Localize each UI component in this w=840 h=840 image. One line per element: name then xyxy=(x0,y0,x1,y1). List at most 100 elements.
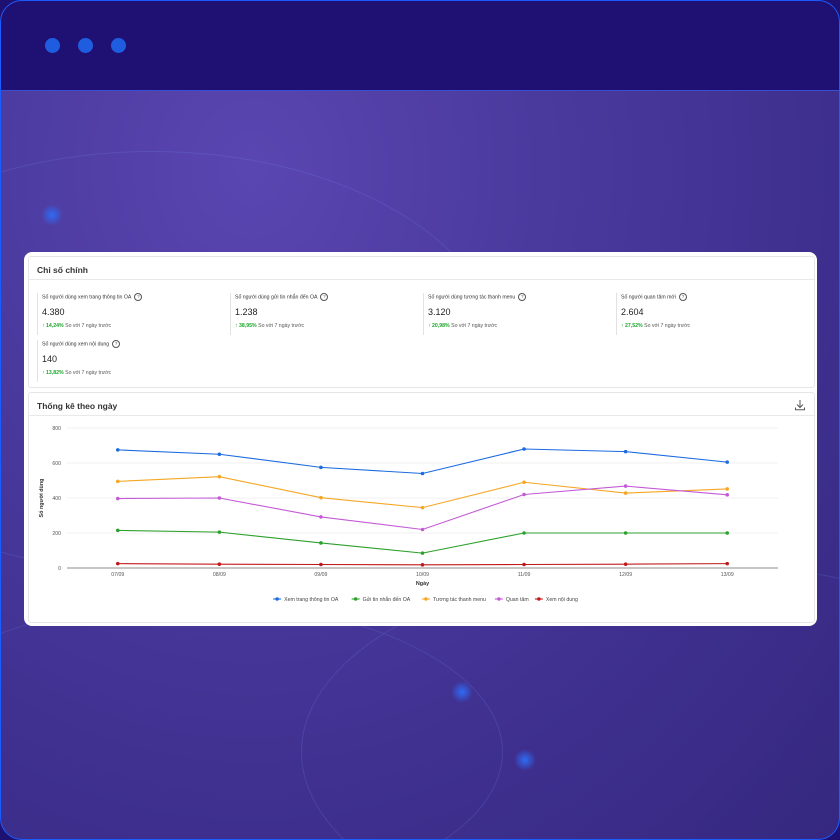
data-point xyxy=(420,563,425,567)
series-line xyxy=(117,476,728,509)
metric-compare: So với 7 ngày trước xyxy=(65,323,112,329)
y-tick-label: 0 xyxy=(58,566,61,572)
divider xyxy=(29,279,814,280)
background-glow xyxy=(514,749,536,771)
data-point xyxy=(217,452,222,457)
y-tick-label: 400 xyxy=(52,496,61,502)
data-point xyxy=(319,541,323,545)
help-icon[interactable]: ? xyxy=(678,293,687,301)
metric-change: 13,82% xyxy=(46,370,64,376)
metric-value: 1.238 xyxy=(235,307,258,317)
legend-marker xyxy=(424,597,428,601)
metric-card: Số người dùng gửi tin nhắn đến OA? 1.238… xyxy=(230,293,420,335)
metric-card: Số người quan tâm mới? 2.604 ↑ 27,52% So… xyxy=(616,293,806,335)
metric-card: Số người dùng tương tác thanh menu? 3.12… xyxy=(423,293,613,335)
metric-card: Số người dùng xem trang thông tin OA? 4.… xyxy=(37,293,227,335)
metric-change: 20,98% xyxy=(432,323,450,329)
data-point xyxy=(420,505,425,510)
download-icon[interactable] xyxy=(794,399,806,411)
line-chart: 0 200 400 600 800 07/09 08/09 09/09 10/09 11/09 12… xyxy=(38,426,778,603)
data-point xyxy=(623,562,628,566)
arrow-up-icon: ↑ xyxy=(235,323,238,329)
data-point xyxy=(319,562,323,567)
metric-change: 27,52% xyxy=(625,323,643,329)
legend-marker xyxy=(353,597,358,601)
data-point xyxy=(319,465,323,470)
data-point xyxy=(420,551,425,555)
data-point xyxy=(725,493,730,497)
data-point xyxy=(623,531,628,535)
x-tick-label: 07/09 xyxy=(111,572,124,578)
data-point xyxy=(725,531,730,535)
data-point xyxy=(115,479,120,484)
arrow-up-icon: ↑ xyxy=(42,323,45,329)
window-control-dot[interactable] xyxy=(111,38,126,53)
data-point xyxy=(217,496,222,500)
legend-label: Xem nội dung xyxy=(546,597,578,603)
data-point xyxy=(725,561,730,566)
dashboard-card: Chỉ số chính Số người dùng xem trang thô… xyxy=(24,252,817,626)
section-title: Chỉ số chính xyxy=(37,265,88,275)
data-point xyxy=(115,561,120,566)
arrow-up-icon: ↑ xyxy=(428,323,431,329)
y-tick-label: 200 xyxy=(52,531,61,537)
data-point xyxy=(522,480,526,485)
legend-label: Quan tâm xyxy=(506,597,529,603)
metric-value: 4.380 xyxy=(42,307,65,317)
y-tick-label: 800 xyxy=(52,426,61,432)
legend-marker xyxy=(497,597,501,601)
data-point xyxy=(115,448,120,452)
daily-stats-section: Thống kê theo ngày 0 200 400 600 800 07/09 08/… xyxy=(28,392,815,623)
data-point xyxy=(217,562,222,566)
x-axis-title: Ngày xyxy=(416,581,429,587)
metric-label: Số người dùng tương tác thanh menu xyxy=(428,294,516,301)
legend-marker xyxy=(537,597,541,601)
help-icon[interactable]: ? xyxy=(518,293,527,301)
metric-label: Số người dùng xem nội dung xyxy=(42,341,110,348)
series-line xyxy=(117,448,728,475)
metric-label: Số người dùng gửi tin nhắn đến OA xyxy=(235,294,318,301)
x-tick-label: 12/09 xyxy=(619,572,632,578)
y-axis-title: Số người dùng xyxy=(38,479,45,518)
divider xyxy=(29,415,814,416)
background-glow xyxy=(451,681,473,703)
x-tick-label: 13/09 xyxy=(721,572,734,578)
help-icon[interactable]: ? xyxy=(320,293,329,301)
legend-label: Tương tác thanh menu xyxy=(433,597,486,603)
metric-value: 3.120 xyxy=(428,307,451,317)
data-point xyxy=(522,531,526,535)
data-point xyxy=(725,487,730,491)
data-point xyxy=(115,528,120,533)
window-control-dot[interactable] xyxy=(45,38,60,53)
data-point xyxy=(522,492,526,497)
x-tick-label: 08/09 xyxy=(213,572,226,578)
window-control-dot[interactable] xyxy=(78,38,93,53)
background-glow xyxy=(41,204,63,226)
legend-marker xyxy=(275,597,279,601)
metric-label: Số người quan tâm mới xyxy=(621,294,676,301)
x-tick-label: 09/09 xyxy=(314,572,327,578)
data-point xyxy=(115,496,120,501)
data-point xyxy=(623,449,628,454)
y-tick-label: 600 xyxy=(52,461,61,467)
data-point xyxy=(420,527,425,532)
metric-compare: So với 7 ngày trước xyxy=(258,323,305,329)
data-point xyxy=(217,530,222,534)
data-point xyxy=(319,515,323,519)
series-line xyxy=(117,529,728,554)
arrow-up-icon: ↑ xyxy=(621,323,624,329)
data-point xyxy=(623,491,628,495)
metric-compare: So với 7 ngày trước xyxy=(65,370,112,376)
help-icon[interactable]: ? xyxy=(112,340,121,348)
x-tick-label: 11/09 xyxy=(518,572,531,578)
main-metrics-section: Chỉ số chính Số người dùng xem trang thô… xyxy=(28,256,815,388)
data-point xyxy=(522,447,526,451)
legend-label: Gửi tin nhắn đến OA xyxy=(363,596,411,603)
window-titlebar xyxy=(1,1,839,91)
metric-label: Số người dùng xem trang thông tin OA xyxy=(42,294,132,301)
metric-change: 38,95% xyxy=(239,323,257,329)
help-icon[interactable]: ? xyxy=(134,293,143,301)
x-tick-label: 10/09 xyxy=(416,572,429,578)
data-point xyxy=(420,471,425,476)
